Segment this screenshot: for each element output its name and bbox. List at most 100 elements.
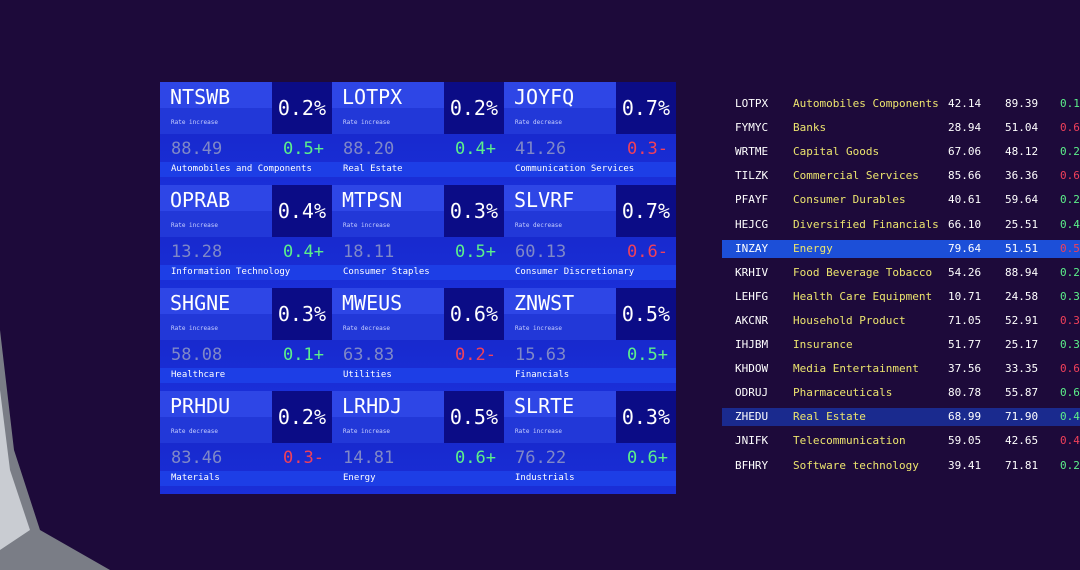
value: 55.87 bbox=[1005, 386, 1039, 400]
price: 60.13 bbox=[515, 242, 567, 262]
sector: Diversified Financials bbox=[793, 217, 939, 231]
value: 79.64 bbox=[948, 241, 982, 255]
table-row[interactable]: JNIFK Telecommunication 59.05 42.65 0.4% bbox=[722, 432, 1080, 450]
sector: Health Care Equipment bbox=[793, 289, 933, 303]
sector: Food Beverage Tobacco bbox=[793, 265, 933, 279]
table-row[interactable]: FYMYC Banks 28.94 51.04 0.6% bbox=[722, 119, 1080, 137]
ticker-band bbox=[332, 185, 444, 237]
sector-strip bbox=[504, 265, 676, 280]
stock-tile[interactable]: SHGNE 0.3% Rate increase 58.08 0.1+ Healthcar… bbox=[160, 288, 332, 391]
sector-strip bbox=[332, 368, 504, 383]
rate-label: Rate increase bbox=[515, 325, 562, 332]
sector: Utilities bbox=[343, 370, 392, 380]
value: 42.65 bbox=[1005, 434, 1039, 448]
stock-tile[interactable]: SLRTE 0.3% Rate increase 76.22 0.6+ Industria… bbox=[504, 391, 676, 494]
percent-box bbox=[616, 185, 676, 237]
sector-strip bbox=[504, 471, 676, 486]
value: 42.14 bbox=[948, 97, 982, 110]
sector: Consumer Discretionary bbox=[515, 267, 635, 277]
table-row[interactable]: PFAYF Consumer Durables 40.61 59.64 0.2% bbox=[722, 191, 1080, 209]
sector: Telecommunication bbox=[793, 434, 906, 448]
sector-strip bbox=[332, 471, 504, 486]
stock-tile[interactable]: ZNWST 0.5% Rate increase 15.63 0.5+ Financial… bbox=[504, 288, 676, 391]
ticker: JNIFK bbox=[735, 434, 769, 448]
stock-tile[interactable]: MTPSN 0.3% Rate increase 18.11 0.5+ Consumer … bbox=[332, 185, 504, 288]
percent: 0.6% bbox=[1060, 386, 1080, 400]
change: 0.5+ bbox=[455, 242, 496, 262]
ticker: SLRTE bbox=[514, 394, 575, 418]
percent: 0.5% bbox=[1060, 241, 1080, 255]
sector: Banks bbox=[793, 121, 827, 135]
sector: Healthcare bbox=[171, 370, 226, 380]
table-row[interactable]: ZHEDU Real Estate 68.99 71.90 0.4% bbox=[722, 408, 1080, 427]
percent: 0.5% bbox=[449, 405, 498, 429]
percent-box bbox=[444, 391, 504, 443]
stock-tile[interactable]: PRHDU 0.2% Rate decrease 83.46 0.3- Materials bbox=[160, 391, 332, 494]
percent: 0.3% bbox=[277, 302, 326, 326]
value: 10.71 bbox=[948, 289, 982, 303]
value: 33.35 bbox=[1005, 362, 1039, 376]
change: 0.4+ bbox=[283, 242, 324, 262]
table-row[interactable]: LOTPX Automobiles Components 42.14 89.39 0.1… bbox=[722, 95, 1080, 113]
stock-tile[interactable]: JOYFQ 0.7% Rate decrease 41.26 0.3- Communica… bbox=[504, 82, 676, 185]
table-row[interactable]: TILZK Commercial Services 85.66 36.36 0.6% bbox=[722, 167, 1080, 185]
percent: 0.6% bbox=[449, 302, 498, 326]
percent: 0.5% bbox=[621, 302, 670, 326]
table-row[interactable]: ODRUJ Pharmaceuticals 80.78 55.87 0.6% bbox=[722, 384, 1080, 402]
ticker: OPRAB bbox=[170, 188, 231, 212]
ticker-band bbox=[332, 82, 444, 134]
ticker-band bbox=[332, 288, 444, 340]
change: 0.2- bbox=[455, 345, 496, 365]
value: 59.05 bbox=[948, 434, 982, 448]
value: 89.39 bbox=[1005, 97, 1039, 110]
value: 88.94 bbox=[1005, 265, 1039, 279]
percent: 0.6% bbox=[1060, 121, 1080, 135]
ticker: LRHDJ bbox=[342, 394, 403, 418]
table-row[interactable]: INZAY Energy 79.64 51.51 0.5% bbox=[722, 239, 1080, 258]
value: 80.78 bbox=[948, 386, 982, 400]
table-row[interactable]: WRTME Capital Goods 67.06 48.12 0.2% bbox=[722, 143, 1080, 161]
rate-label: Rate increase bbox=[343, 119, 390, 126]
ticker-band bbox=[504, 82, 616, 134]
percent: 0.2% bbox=[277, 405, 326, 429]
table-row[interactable]: BFHRY Software technology 39.41 71.81 0.2% bbox=[722, 457, 1080, 475]
stock-tile[interactable]: OPRAB 0.4% Rate increase 13.28 0.4+ Informati… bbox=[160, 185, 332, 288]
ticker-band bbox=[504, 185, 616, 237]
percent: 0.3% bbox=[449, 199, 498, 223]
percent: 0.3% bbox=[1060, 338, 1080, 351]
ticker: SLVRF bbox=[514, 188, 575, 212]
stock-tile[interactable]: SLVRF 0.7% Rate decrease 60.13 0.6- Consumer … bbox=[504, 185, 676, 288]
stock-tile[interactable]: LRHDJ 0.5% Rate increase 14.81 0.6+ Energy bbox=[332, 391, 504, 494]
table-row[interactable]: HEJCG Diversified Financials 66.10 25.51 0.4… bbox=[722, 216, 1080, 234]
ticker: AKCNR bbox=[735, 313, 769, 327]
table-row[interactable]: KRHIV Food Beverage Tobacco 54.26 88.94 0.2% bbox=[722, 264, 1080, 282]
price: 41.26 bbox=[515, 139, 567, 159]
percent-box bbox=[272, 391, 332, 443]
decoration bbox=[0, 330, 110, 570]
table-row[interactable]: IHJBM Insurance 51.77 25.17 0.3% bbox=[722, 336, 1080, 354]
table-row[interactable]: KHDOW Media Entertainment 37.56 33.35 0.6% bbox=[722, 360, 1080, 378]
sector: Commercial Services bbox=[793, 169, 919, 183]
stock-tile[interactable]: MWEUS 0.6% Rate decrease 63.83 0.2- Utilities bbox=[332, 288, 504, 391]
stock-tile[interactable]: LOTPX 0.2% Rate increase 88.20 0.4+ Real Esta… bbox=[332, 82, 504, 185]
ticker-band bbox=[160, 391, 272, 443]
table-row[interactable]: LEHFG Health Care Equipment 10.71 24.58 0.3% bbox=[722, 288, 1080, 306]
table-row[interactable]: AKCNR Household Product 71.05 52.91 0.3% bbox=[722, 312, 1080, 330]
ticker: HEJCG bbox=[735, 217, 769, 231]
percent: 0.4% bbox=[1060, 217, 1080, 231]
stock-tile[interactable]: NTSWB 0.2% Rate increase 88.49 0.5+ Automobil… bbox=[160, 82, 332, 185]
value: 68.99 bbox=[948, 410, 982, 424]
percent: 0.2% bbox=[277, 96, 326, 120]
ticker: MTPSN bbox=[342, 188, 403, 212]
rate-label: Rate increase bbox=[343, 428, 390, 435]
sector-strip bbox=[160, 265, 332, 280]
rate-label: Rate decrease bbox=[171, 428, 218, 435]
price: 83.46 bbox=[171, 448, 223, 468]
percent-box bbox=[444, 185, 504, 237]
percent: 0.4% bbox=[1060, 434, 1080, 448]
price: 63.83 bbox=[343, 345, 395, 365]
percent: 0.1% bbox=[1060, 97, 1080, 110]
percent: 0.6% bbox=[1060, 169, 1080, 183]
value: 24.58 bbox=[1005, 289, 1039, 303]
change: 0.6+ bbox=[455, 448, 496, 468]
